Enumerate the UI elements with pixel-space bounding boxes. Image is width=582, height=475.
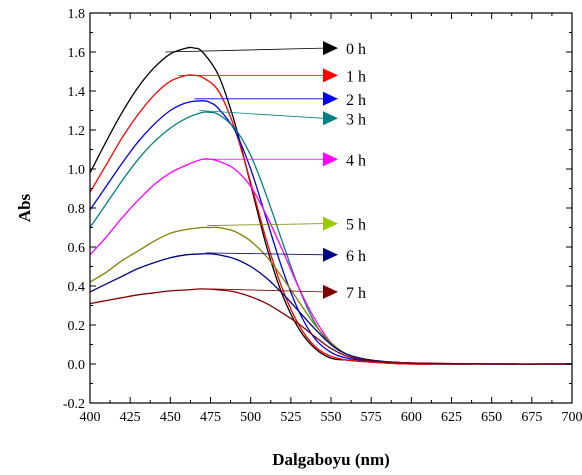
- series-line-7: [89, 288, 573, 365]
- legend-arrow-3: [323, 111, 338, 126]
- series-line-3: [89, 111, 573, 365]
- legend-leader-7: [210, 288, 325, 293]
- y-tick-label: 1.8: [68, 7, 86, 22]
- y-tick-label: 1.2: [68, 124, 86, 139]
- legend-label-3: 3 h: [346, 111, 366, 128]
- legend-label-6: 6 h: [346, 248, 366, 265]
- x-tick-label: 700: [562, 410, 582, 425]
- legend-label-7: 7 h: [346, 285, 366, 302]
- x-tick-label: 650: [481, 410, 502, 425]
- series-line-6: [89, 253, 573, 365]
- series-line-5: [89, 226, 573, 365]
- x-tick-label: 400: [80, 410, 101, 425]
- x-tick-label: 500: [240, 410, 261, 425]
- legend-leader-5: [207, 223, 325, 226]
- legend-label-0: 0 h: [346, 41, 366, 58]
- y-tick-label: 0.0: [68, 358, 86, 373]
- legend-label-1: 1 h: [346, 68, 366, 85]
- series-lines: [89, 46, 573, 365]
- legend-label-2: 2 h: [346, 92, 366, 109]
- y-tick-label: 1.6: [68, 46, 86, 61]
- x-tick-label: 675: [521, 410, 542, 425]
- series-line-2: [89, 100, 573, 365]
- x-tick-label: 575: [361, 410, 382, 425]
- legend-arrow-7: [323, 284, 338, 299]
- legend-arrow-5: [323, 216, 338, 231]
- y-tick-label: 0.4: [68, 280, 86, 295]
- series-line-4: [89, 158, 573, 365]
- legend-arrow-4: [323, 152, 338, 167]
- series-line-0: [89, 46, 573, 365]
- legend-leader-0: [165, 47, 325, 53]
- legend-arrow-0: [323, 41, 338, 56]
- legend-label-5: 5 h: [346, 217, 366, 234]
- axis-ticks: 400 425 450 475 500 525 550 575 600 625 650 675 700 -…: [63, 7, 582, 425]
- legend-arrow-6: [323, 247, 338, 262]
- x-tick-label: 600: [401, 410, 422, 425]
- y-tick-label: 0.8: [68, 202, 86, 217]
- legend-arrow-1: [323, 68, 338, 83]
- x-tick-label: 625: [441, 410, 462, 425]
- y-tick-label: -0.2: [63, 397, 85, 412]
- legend-leader-3: [199, 110, 325, 119]
- y-tick-label: 1.4: [68, 85, 86, 100]
- x-tick-label: 475: [200, 410, 221, 425]
- y-tick-label: 1.0: [68, 163, 86, 178]
- legend-leader-6: [205, 252, 325, 256]
- legend-arrow-2: [323, 91, 338, 106]
- x-tick-label: 425: [120, 410, 141, 425]
- x-tick-label: 525: [280, 410, 301, 425]
- y-tick-label: 0.6: [68, 241, 86, 256]
- legend: 0 h 1 h 2 h 3 h 4 h 5 h 6 h 7 h: [165, 41, 366, 302]
- y-tick-label: 0.2: [68, 319, 86, 334]
- x-tick-label: 550: [321, 410, 342, 425]
- legend-label-4: 4 h: [346, 152, 366, 169]
- x-tick-label: 450: [160, 410, 181, 425]
- y-axis-title: Abs: [15, 193, 34, 222]
- series-line-1: [89, 74, 573, 365]
- x-axis-title: Dalgaboyu (nm): [272, 450, 390, 469]
